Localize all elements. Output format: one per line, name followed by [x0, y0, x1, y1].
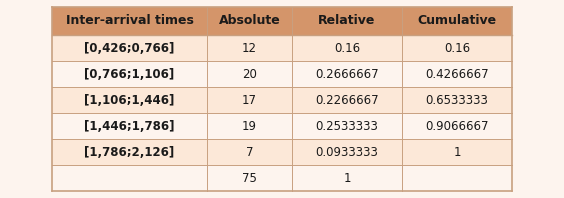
- Bar: [52, 165, 512, 191]
- Text: 0.6533333: 0.6533333: [426, 93, 488, 107]
- Text: 1: 1: [453, 146, 461, 159]
- Text: 0.0933333: 0.0933333: [316, 146, 378, 159]
- Text: Inter-arrival times: Inter-arrival times: [65, 14, 193, 28]
- Text: [1,106;1,446]: [1,106;1,446]: [84, 93, 175, 107]
- Bar: [52, 61, 512, 87]
- Text: 17: 17: [242, 93, 257, 107]
- Text: 1: 1: [343, 171, 351, 185]
- Text: 20: 20: [242, 68, 257, 81]
- Text: Cumulative: Cumulative: [417, 14, 496, 28]
- Bar: [52, 87, 512, 113]
- Text: Relative: Relative: [318, 14, 376, 28]
- Text: 0.2266667: 0.2266667: [315, 93, 379, 107]
- Bar: [52, 7, 512, 35]
- Text: 0.2533333: 0.2533333: [316, 120, 378, 132]
- Bar: [52, 113, 512, 139]
- Text: [1,786;2,126]: [1,786;2,126]: [85, 146, 175, 159]
- Text: 19: 19: [242, 120, 257, 132]
- Text: [1,446;1,786]: [1,446;1,786]: [84, 120, 175, 132]
- Text: 0.4266667: 0.4266667: [425, 68, 489, 81]
- Bar: [52, 139, 512, 165]
- Text: 12: 12: [242, 42, 257, 54]
- Text: [0,426;0,766]: [0,426;0,766]: [84, 42, 175, 54]
- Text: 0.16: 0.16: [444, 42, 470, 54]
- Text: 0.9066667: 0.9066667: [425, 120, 489, 132]
- Text: Absolute: Absolute: [219, 14, 280, 28]
- Text: 75: 75: [242, 171, 257, 185]
- Text: 0.16: 0.16: [334, 42, 360, 54]
- Bar: [52, 7, 512, 191]
- Bar: [52, 35, 512, 61]
- Text: 0.2666667: 0.2666667: [315, 68, 379, 81]
- Text: 7: 7: [246, 146, 253, 159]
- Text: [0,766;1,106]: [0,766;1,106]: [85, 68, 175, 81]
